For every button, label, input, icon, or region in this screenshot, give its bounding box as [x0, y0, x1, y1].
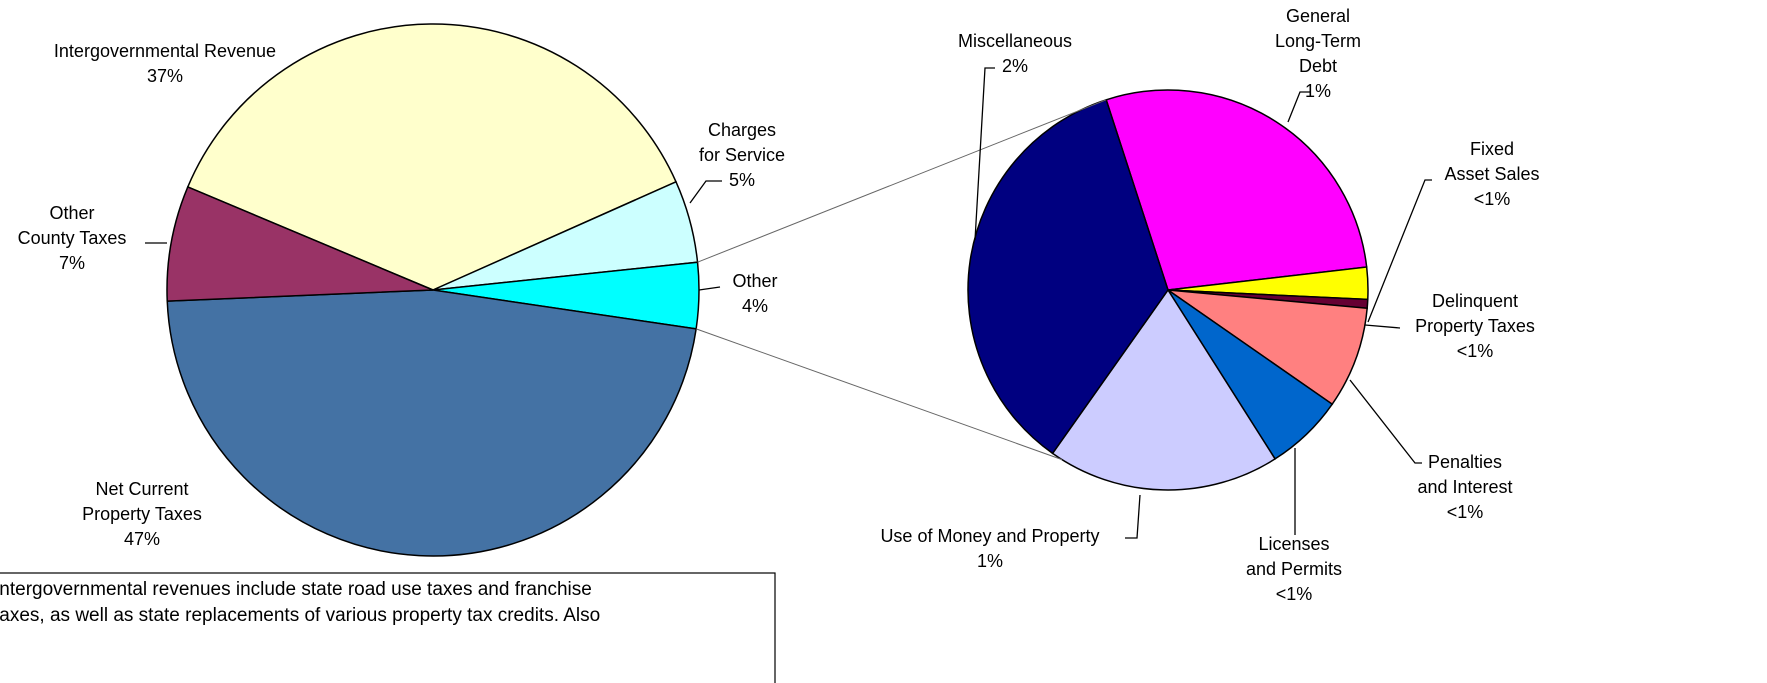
slice-value-label: 37% — [147, 66, 183, 86]
connector-line — [695, 328, 1063, 461]
leader-line — [1367, 179, 1432, 323]
slice-label: and Interest — [1417, 477, 1512, 497]
slice-label: and Permits — [1246, 559, 1342, 579]
slice-value-label: 47% — [124, 529, 160, 549]
slice-label: for Service — [699, 145, 785, 165]
slice-label: Debt — [1299, 56, 1337, 76]
leader-line — [1364, 324, 1401, 329]
pie-slice — [166, 185, 434, 302]
pie-slice — [1165, 288, 1368, 406]
slice-value-label: 7% — [59, 253, 85, 273]
leader-line — [689, 180, 722, 204]
note-box — [0, 572, 776, 683]
slice-label: Other — [732, 271, 777, 291]
slice-label: County Taxes — [18, 228, 127, 248]
slice-label: Charges — [708, 120, 776, 140]
slice-value-label: <1% — [1474, 189, 1511, 209]
slice-value-label: <1% — [1276, 584, 1313, 604]
leader-line — [1287, 91, 1310, 123]
slice-value-label: 5% — [729, 170, 755, 190]
slice-label: Property Taxes — [1415, 316, 1535, 336]
leader-line — [1349, 379, 1422, 464]
slice-value-label: <1% — [1457, 341, 1494, 361]
slice-value-label: 1% — [1305, 81, 1331, 101]
pie-slice — [186, 23, 677, 291]
slice-value-label: 4% — [742, 296, 768, 316]
slice-label: Net Current — [95, 479, 188, 499]
slice-label: Intergovernmental Revenue — [54, 41, 276, 61]
slice-label: Penalties — [1428, 452, 1502, 472]
note-line: taxes, as well as state replacements of … — [0, 605, 600, 626]
slice-value-label: 1% — [977, 551, 1003, 571]
slice-value-label: 2% — [1002, 56, 1028, 76]
slice-label: Fixed — [1470, 139, 1514, 159]
slice-label: Property Taxes — [82, 504, 202, 524]
leader-line — [698, 286, 721, 291]
slice-label: Other — [49, 203, 94, 223]
leader-line — [1125, 494, 1141, 539]
slice-label: General — [1286, 6, 1350, 26]
slice-label: Delinquent — [1432, 291, 1518, 311]
note-line: Intergovernmental revenues include state… — [0, 579, 592, 600]
slice-value-label: <1% — [1447, 502, 1484, 522]
slice-label: Miscellaneous — [958, 31, 1072, 51]
slice-label: Use of Money and Property — [880, 526, 1099, 546]
slice-label: Long-Term — [1275, 31, 1361, 51]
connector-line — [697, 99, 1107, 263]
slice-label: Licenses — [1258, 534, 1329, 554]
leader-line — [974, 67, 995, 241]
slice-label: Asset Sales — [1444, 164, 1539, 184]
pie-slice — [166, 289, 697, 557]
pie-slice — [1105, 89, 1368, 291]
pie-slice — [967, 98, 1169, 455]
pie-slice — [1051, 288, 1277, 491]
